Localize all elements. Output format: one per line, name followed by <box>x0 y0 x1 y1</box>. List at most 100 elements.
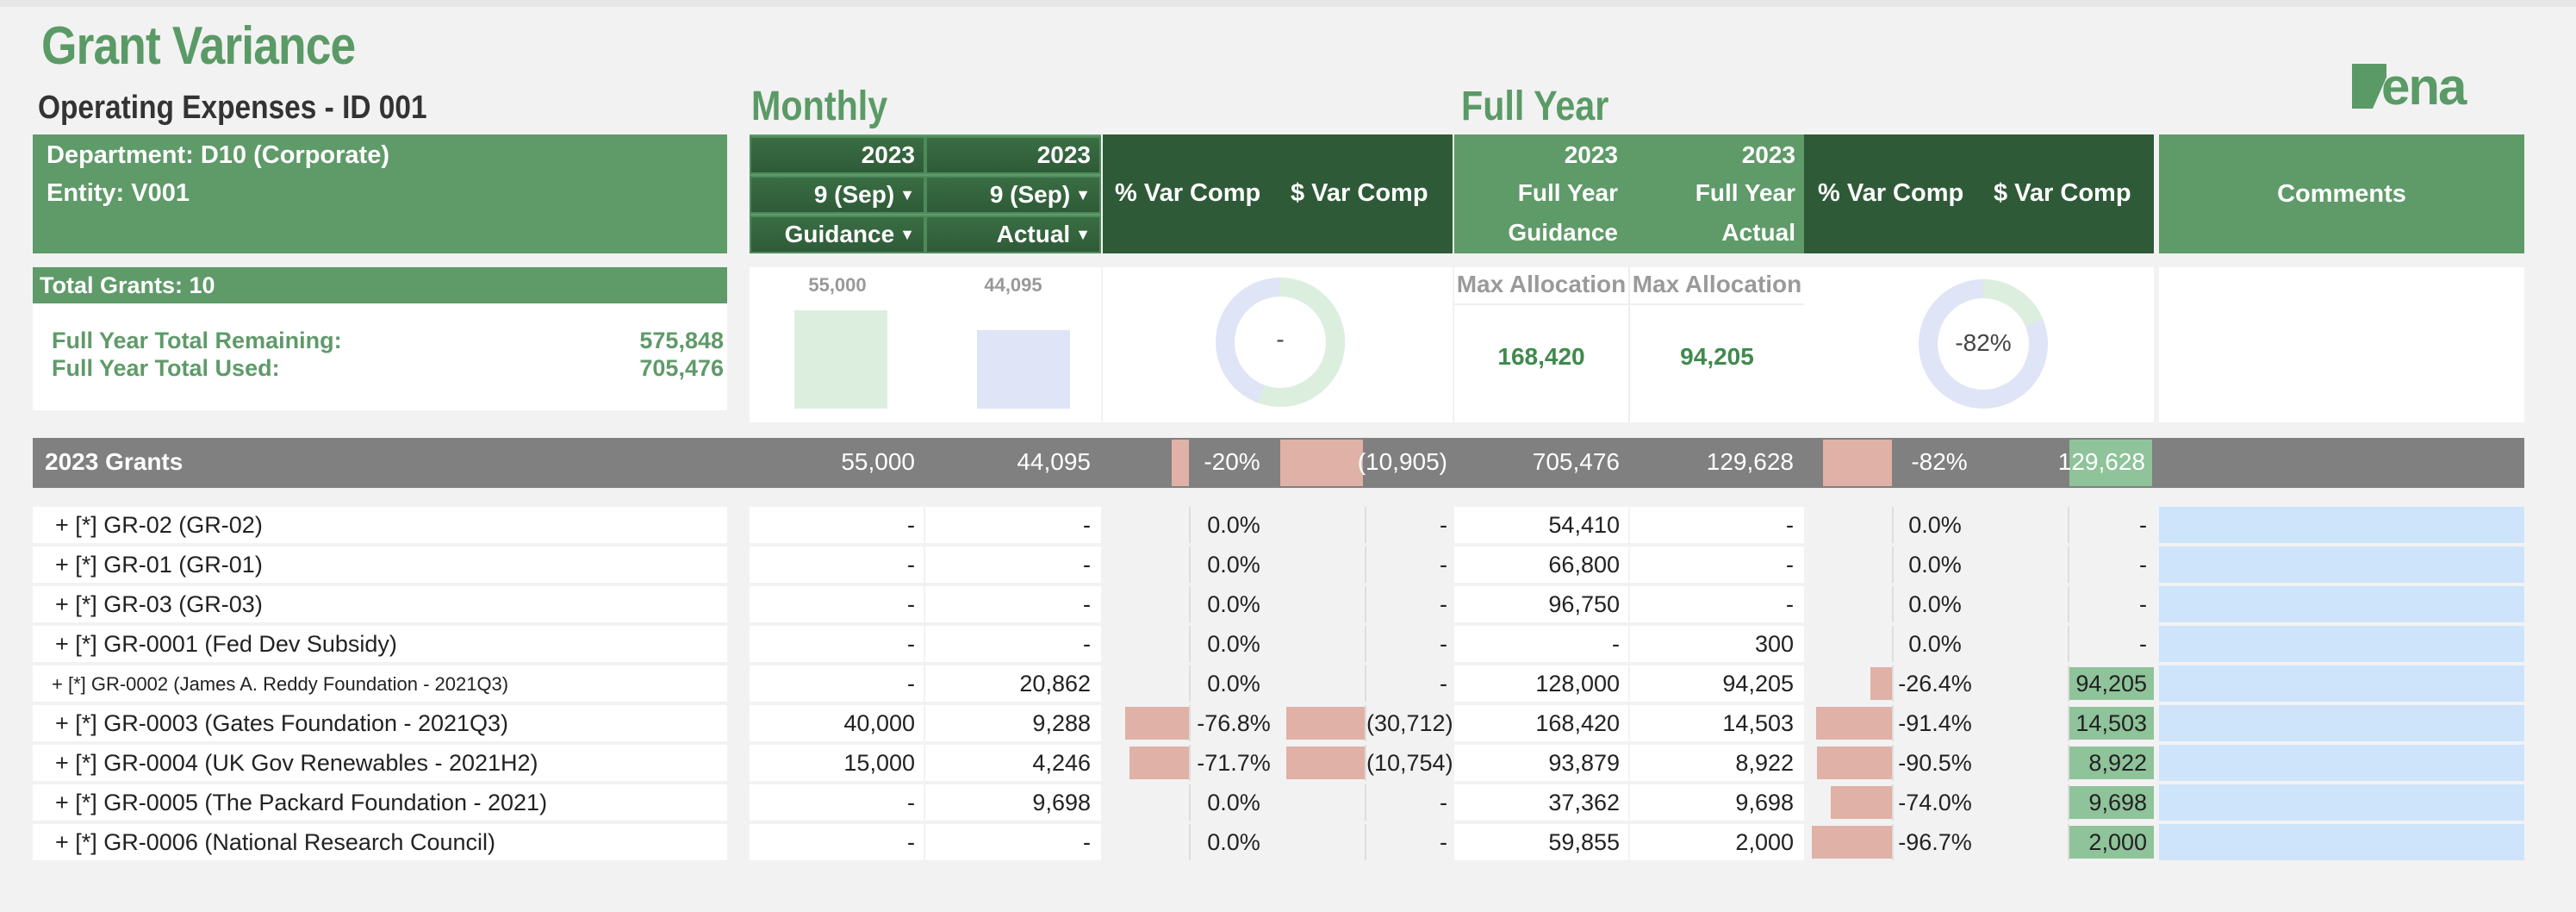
row-m-dollar: - <box>1440 552 1447 578</box>
monthly-guidance-year[interactable]: 2023 <box>750 136 925 174</box>
row-cell[interactable] <box>925 507 1101 543</box>
row-m-actual: - <box>1083 631 1091 657</box>
row-cell[interactable] <box>925 626 1101 662</box>
row-label-cell[interactable] <box>33 547 727 583</box>
divider <box>2068 507 2069 543</box>
row-cell[interactable] <box>925 547 1101 583</box>
row-comment-input[interactable] <box>2159 824 2524 860</box>
divider <box>1892 784 1894 821</box>
row-cell[interactable] <box>1630 547 1804 583</box>
row-fy-pct: 0.0% <box>1908 591 1962 617</box>
row-m-dollar: - <box>1440 790 1447 815</box>
divider <box>1189 705 1191 741</box>
divider <box>1892 507 1894 543</box>
divider <box>1892 586 1894 622</box>
row-comment-input[interactable] <box>2159 626 2524 662</box>
row-fy-guidance: 54,410 <box>1548 512 1620 538</box>
row-cell[interactable] <box>1454 705 1628 741</box>
row-cell[interactable] <box>925 665 1101 702</box>
divider <box>1365 626 1366 662</box>
row-label-cell[interactable] <box>33 586 727 622</box>
row-cell[interactable] <box>750 784 924 821</box>
row-comment-input[interactable] <box>2159 705 2524 741</box>
row-cell[interactable] <box>750 507 924 543</box>
row-cell[interactable] <box>750 547 924 583</box>
row-cell[interactable] <box>1630 745 1804 781</box>
row-cell[interactable] <box>1454 507 1628 543</box>
row-cell[interactable] <box>750 665 924 702</box>
row-cell[interactable] <box>1630 705 1804 741</box>
row-cell[interactable] <box>750 586 924 622</box>
row-cell[interactable] <box>1630 824 1804 860</box>
row-m-guidance: - <box>907 790 915 815</box>
monthly-donut-panel: - <box>1103 267 1453 422</box>
row-label-cell[interactable] <box>33 745 727 781</box>
monthly-actual-year[interactable]: 2023 <box>925 136 1101 174</box>
department-label[interactable]: Department: D10 (Corporate) <box>47 141 389 169</box>
row-cell[interactable] <box>1454 586 1628 622</box>
row-cell[interactable] <box>1454 784 1628 821</box>
row-label-cell[interactable] <box>33 626 727 662</box>
row-label[interactable]: + [*] GR-02 (GR-02) <box>55 512 263 538</box>
row-comment-input[interactable] <box>2159 586 2524 622</box>
row-label[interactable]: + [*] GR-0002 (James A. Reddy Foundation… <box>52 673 509 695</box>
entity-label[interactable]: Entity: V001 <box>47 179 190 207</box>
monthly-actual-period-dropdown[interactable]: 9 (Sep) ▼ <box>925 176 1101 214</box>
row-label[interactable]: + [*] GR-0004 (UK Gov Renewables - 2021H… <box>55 750 538 776</box>
divider <box>2068 824 2069 860</box>
row-cell[interactable] <box>925 824 1101 860</box>
divider <box>1189 665 1191 702</box>
row-label-cell[interactable] <box>33 705 727 741</box>
row-label[interactable]: + [*] GR-0001 (Fed Dev Subsidy) <box>55 631 397 657</box>
row-cell[interactable] <box>925 784 1101 821</box>
row-cell[interactable] <box>1454 626 1628 662</box>
row-comment-input[interactable] <box>2159 547 2524 583</box>
monthly-actual-scenario-dropdown[interactable]: Actual ▼ <box>925 216 1101 253</box>
total-grants-label: Total Grants: 10 <box>33 267 727 303</box>
row-cell[interactable] <box>1454 665 1628 702</box>
divider <box>1189 784 1191 821</box>
monthly-guidance-period-dropdown[interactable]: 9 (Sep) ▼ <box>750 176 925 214</box>
row-comment-input[interactable] <box>2159 745 2524 781</box>
max-allocation-label-2: Max Allocation <box>1632 271 1802 297</box>
row-label-cell[interactable] <box>33 824 727 860</box>
max-allocation-value-2: 94,205 <box>1680 343 1754 370</box>
row-label-cell[interactable] <box>33 784 727 821</box>
row-cell[interactable] <box>1630 586 1804 622</box>
row-cell[interactable] <box>925 586 1101 622</box>
row-cell[interactable] <box>750 705 924 741</box>
row-label-cell[interactable] <box>33 665 727 702</box>
row-cell[interactable] <box>750 626 924 662</box>
row-cell[interactable] <box>1454 745 1628 781</box>
row-cell[interactable] <box>1630 665 1804 702</box>
row-cell[interactable] <box>750 745 924 781</box>
row-label[interactable]: + [*] GR-01 (GR-01) <box>55 552 263 578</box>
row-fy-guidance: 59,855 <box>1548 829 1620 855</box>
row-cell[interactable] <box>1454 547 1628 583</box>
row-comment-input[interactable] <box>2159 784 2524 821</box>
row-label[interactable]: + [*] GR-03 (GR-03) <box>55 591 263 617</box>
monthly-guidance-scenario-dropdown[interactable]: Guidance ▼ <box>750 216 925 253</box>
row-label[interactable]: + [*] GR-0005 (The Packard Foundation - … <box>55 790 548 815</box>
row-m-pct-bar <box>1125 707 1189 740</box>
row-cell[interactable] <box>750 824 924 860</box>
row-comment-input[interactable] <box>2159 665 2524 702</box>
row-cell[interactable] <box>1454 824 1628 860</box>
row-comment-input[interactable] <box>2159 507 2524 543</box>
row-label[interactable]: + [*] GR-0003 (Gates Foundation - 2021Q3… <box>55 710 509 736</box>
row-cell[interactable] <box>1630 507 1804 543</box>
divider <box>1189 626 1191 662</box>
row-fy-pct: -26.4% <box>1898 671 1972 696</box>
row-m-guidance: - <box>907 591 915 617</box>
row-label-cell[interactable] <box>33 507 727 543</box>
row-cell[interactable] <box>1630 626 1804 662</box>
row-cell[interactable] <box>925 745 1101 781</box>
row-cell[interactable] <box>925 705 1101 741</box>
divider <box>1365 586 1366 622</box>
row-cell[interactable] <box>1630 784 1804 821</box>
row-m-actual: 9,698 <box>1032 790 1091 815</box>
grants-m-pct-bar <box>1172 440 1189 486</box>
divider <box>1189 547 1191 583</box>
row-label[interactable]: + [*] GR-0006 (National Research Council… <box>55 829 495 855</box>
row-m-dollar: - <box>1440 671 1447 696</box>
